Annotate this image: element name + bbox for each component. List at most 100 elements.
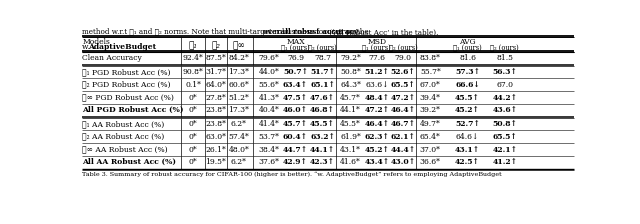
- Text: ℓ₂ PGD Robust Acc (%): ℓ₂ PGD Robust Acc (%): [83, 81, 171, 89]
- Text: 39.2*: 39.2*: [420, 106, 441, 114]
- Text: 61.9*: 61.9*: [340, 133, 361, 141]
- Text: 44.2↑: 44.2↑: [492, 94, 517, 101]
- Text: 87.5*: 87.5*: [205, 54, 226, 62]
- Text: 42.9↑: 42.9↑: [283, 158, 308, 166]
- Text: 26.1*: 26.1*: [205, 146, 226, 153]
- Text: Clean Accuracy: Clean Accuracy: [83, 54, 142, 62]
- Text: Models: Models: [83, 38, 110, 46]
- Text: 63.0*: 63.0*: [205, 133, 226, 141]
- Text: w.: w.: [83, 43, 93, 52]
- Text: 50.7↑: 50.7↑: [283, 68, 308, 76]
- Text: 0*: 0*: [189, 94, 198, 101]
- Text: 38.4*: 38.4*: [259, 146, 280, 153]
- Text: 27.8*: 27.8*: [205, 94, 226, 101]
- Text: ℓ₂ AA Robust Acc (%): ℓ₂ AA Robust Acc (%): [83, 133, 164, 141]
- Text: Table 3. Summary of robust accuracy for CIFAR-100 (higher is better). “w. Adapti: Table 3. Summary of robust accuracy for …: [81, 171, 501, 177]
- Text: ℓ₂: ℓ₂: [211, 41, 220, 50]
- Text: 46.0↑: 46.0↑: [283, 106, 308, 114]
- Text: 17.3*: 17.3*: [228, 106, 250, 114]
- Text: All PGD Robust Acc (%): All PGD Robust Acc (%): [83, 106, 184, 114]
- Text: 47.6↑: 47.6↑: [310, 94, 335, 101]
- Text: 0*: 0*: [189, 133, 198, 141]
- Text: 41.4*: 41.4*: [259, 120, 280, 128]
- Text: 0*: 0*: [189, 146, 198, 153]
- Text: 79.0: 79.0: [395, 54, 412, 62]
- Text: ℓ₁ (ours): ℓ₁ (ours): [453, 44, 482, 52]
- Text: ℓ₂ (ours): ℓ₂ (ours): [308, 44, 337, 52]
- Text: 76.9: 76.9: [287, 54, 304, 62]
- Text: 23.8*: 23.8*: [205, 106, 226, 114]
- Text: 47.2↑: 47.2↑: [364, 106, 389, 114]
- Text: 83.8*: 83.8*: [420, 54, 441, 62]
- Text: 65.5↑: 65.5↑: [391, 81, 415, 89]
- Text: AVG: AVG: [459, 38, 476, 46]
- Text: ℓ∞: ℓ∞: [232, 41, 245, 50]
- Text: 48.0*: 48.0*: [228, 146, 249, 153]
- Text: 78.7: 78.7: [314, 54, 331, 62]
- Text: 90.8*: 90.8*: [183, 68, 204, 76]
- Text: 45.7*: 45.7*: [340, 94, 361, 101]
- Text: 63.2↑: 63.2↑: [310, 133, 335, 141]
- Text: 43.4↑: 43.4↑: [364, 158, 389, 166]
- Text: 52.7↑: 52.7↑: [455, 120, 480, 128]
- Text: ℓ₁ PGD Robust Acc (%): ℓ₁ PGD Robust Acc (%): [83, 68, 171, 76]
- Text: ℓ₂ (ours): ℓ₂ (ours): [490, 44, 519, 52]
- Text: 51.2↑: 51.2↑: [364, 68, 389, 76]
- Text: 39.4*: 39.4*: [420, 94, 441, 101]
- Text: 60.4↑: 60.4↑: [283, 133, 308, 141]
- Text: 43.6↑: 43.6↑: [492, 106, 517, 114]
- Text: 23.8*: 23.8*: [205, 120, 226, 128]
- Text: 63.4↑: 63.4↑: [283, 81, 308, 89]
- Text: 6.2*: 6.2*: [231, 158, 247, 166]
- Text: 42.1↑: 42.1↑: [492, 146, 517, 153]
- Text: 41.6*: 41.6*: [340, 158, 361, 166]
- Text: 31.7*: 31.7*: [205, 68, 226, 76]
- Text: 37.0*: 37.0*: [420, 146, 441, 153]
- Text: 0*: 0*: [189, 158, 198, 166]
- Text: 36.6*: 36.6*: [420, 158, 441, 166]
- Text: 44.4↑: 44.4↑: [390, 146, 416, 153]
- Text: 65.1↑: 65.1↑: [310, 81, 335, 89]
- Text: 51.7↑: 51.7↑: [310, 68, 335, 76]
- Text: 47.2↑: 47.2↑: [390, 94, 415, 101]
- Text: 0*: 0*: [189, 106, 198, 114]
- Text: 50.8*: 50.8*: [340, 68, 361, 76]
- Text: 42.3↑: 42.3↑: [310, 158, 335, 166]
- Text: ℓ₂ (ours): ℓ₂ (ours): [389, 44, 417, 52]
- Text: MSD: MSD: [367, 38, 387, 46]
- Text: 46.7↑: 46.7↑: [390, 120, 415, 128]
- Text: 51.2*: 51.2*: [228, 94, 249, 101]
- Text: 43.1↑: 43.1↑: [455, 146, 480, 153]
- Text: 63.6↓: 63.6↓: [365, 81, 388, 89]
- Text: 37.6*: 37.6*: [259, 158, 280, 166]
- Text: ℓ∞ AA Robust Acc (%): ℓ∞ AA Robust Acc (%): [83, 146, 168, 153]
- Text: 44.7↑: 44.7↑: [283, 146, 308, 153]
- Text: 47.5↑: 47.5↑: [283, 94, 308, 101]
- Text: 64.0*: 64.0*: [205, 81, 226, 89]
- Text: 45.7↑: 45.7↑: [283, 120, 308, 128]
- Text: 6.2*: 6.2*: [231, 120, 247, 128]
- Text: 52.6↑: 52.6↑: [391, 68, 415, 76]
- Text: 55.7*: 55.7*: [420, 68, 441, 76]
- Text: ℓ₁ (ours): ℓ₁ (ours): [362, 44, 391, 52]
- Text: ℓ₁: ℓ₁: [189, 41, 198, 50]
- Text: 0.1*: 0.1*: [185, 81, 201, 89]
- Text: 45.2↑: 45.2↑: [455, 106, 480, 114]
- Text: 41.2↑: 41.2↑: [492, 158, 517, 166]
- Text: 43.0↑: 43.0↑: [390, 158, 416, 166]
- Text: 67.0*: 67.0*: [420, 81, 441, 89]
- Text: 49.7*: 49.7*: [420, 120, 441, 128]
- Text: 77.6: 77.6: [369, 54, 385, 62]
- Text: 17.3*: 17.3*: [228, 68, 250, 76]
- Text: 62.1↑: 62.1↑: [391, 133, 415, 141]
- Text: 55.6*: 55.6*: [259, 81, 280, 89]
- Text: 84.2*: 84.2*: [228, 54, 249, 62]
- Text: method w.r.t ℓ₁ and ℓ₂ norms. Note that multi-target robustness focuses on the: method w.r.t ℓ₁ and ℓ₂ norms. Note that …: [81, 28, 371, 37]
- Text: 81.6: 81.6: [459, 54, 476, 62]
- Text: AdaptiveBudget: AdaptiveBudget: [88, 43, 157, 52]
- Text: 65.4*: 65.4*: [420, 133, 441, 141]
- Text: 65.5↑: 65.5↑: [492, 133, 517, 141]
- Text: 50.8↑: 50.8↑: [492, 120, 517, 128]
- Text: 62.3↑: 62.3↑: [364, 133, 389, 141]
- Text: 46.4↑: 46.4↑: [364, 120, 389, 128]
